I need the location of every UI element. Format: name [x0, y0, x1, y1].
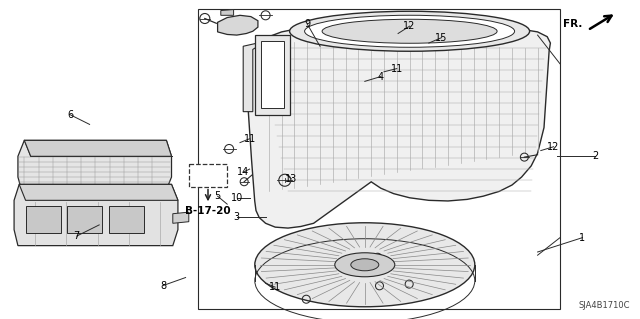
- Text: 2: 2: [592, 151, 598, 161]
- Text: 11: 11: [243, 134, 256, 144]
- Text: 1: 1: [579, 233, 586, 243]
- Polygon shape: [19, 184, 178, 200]
- Text: 10: 10: [230, 193, 243, 203]
- Text: 14: 14: [237, 167, 250, 177]
- Polygon shape: [246, 27, 550, 228]
- Text: B-17-20: B-17-20: [185, 205, 231, 216]
- Polygon shape: [173, 212, 189, 223]
- Bar: [255, 35, 290, 115]
- Polygon shape: [221, 10, 234, 15]
- Text: 5: 5: [214, 191, 221, 201]
- Polygon shape: [18, 140, 172, 193]
- Polygon shape: [14, 184, 178, 246]
- Polygon shape: [218, 15, 258, 35]
- Text: 12: 12: [403, 21, 416, 31]
- Text: 4: 4: [378, 71, 384, 82]
- Text: 12: 12: [547, 142, 560, 152]
- Polygon shape: [24, 140, 172, 156]
- Text: 7: 7: [74, 231, 80, 241]
- Ellipse shape: [322, 19, 497, 43]
- Ellipse shape: [290, 11, 530, 51]
- Text: 11: 11: [269, 282, 282, 292]
- Text: SJA4B1710C: SJA4B1710C: [579, 301, 630, 310]
- Circle shape: [235, 20, 245, 30]
- Bar: [26, 206, 61, 233]
- Text: 15: 15: [435, 33, 448, 43]
- Text: 6: 6: [67, 110, 74, 120]
- Text: 11: 11: [390, 63, 403, 74]
- Ellipse shape: [255, 223, 475, 307]
- Ellipse shape: [305, 15, 515, 47]
- Ellipse shape: [335, 253, 395, 277]
- Polygon shape: [243, 38, 282, 112]
- Text: 8: 8: [160, 280, 166, 291]
- Bar: [109, 206, 144, 233]
- Text: 13: 13: [285, 174, 298, 184]
- Text: 9: 9: [304, 19, 310, 29]
- Text: 3: 3: [234, 212, 240, 222]
- Text: FR.: FR.: [563, 19, 582, 29]
- Bar: [198, 9, 560, 309]
- Bar: [67, 206, 102, 233]
- Bar: [261, 41, 284, 108]
- Ellipse shape: [351, 259, 379, 271]
- Bar: [189, 164, 227, 187]
